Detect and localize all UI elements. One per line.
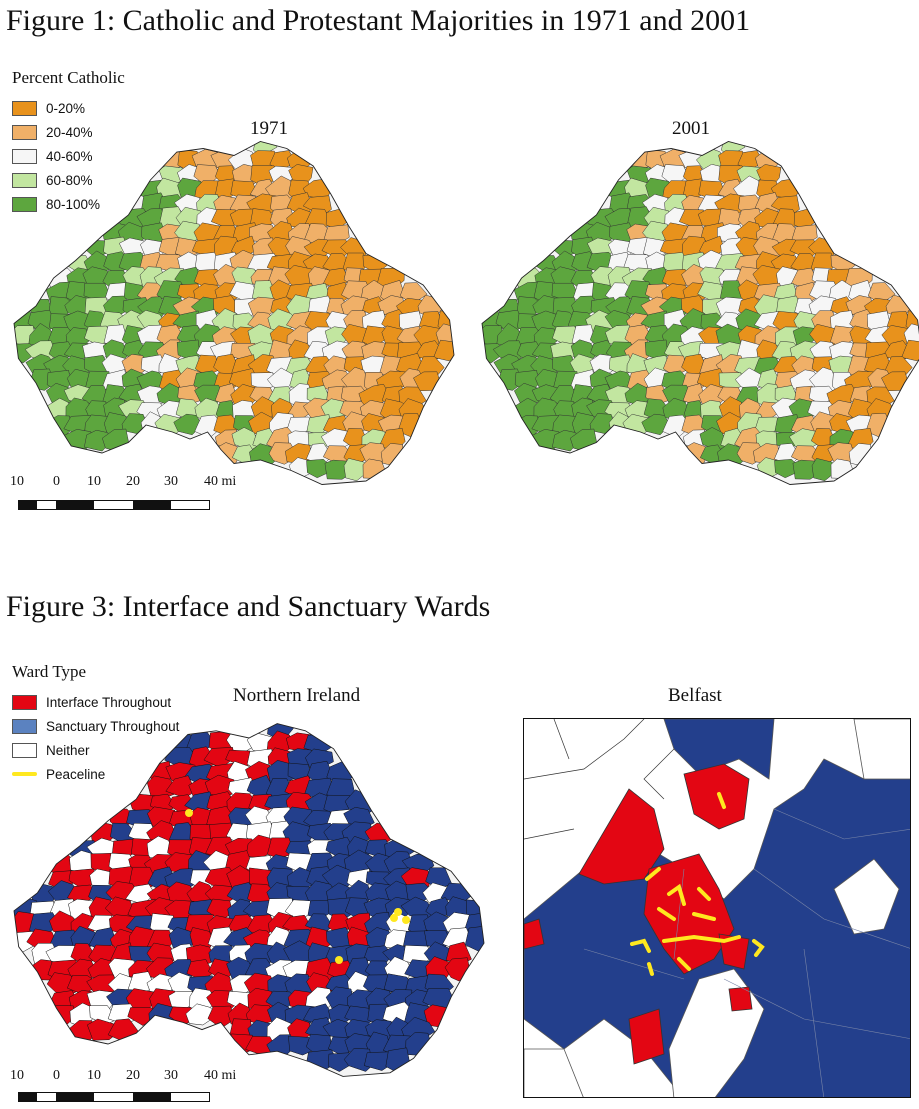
legend-line-swatch — [12, 772, 37, 776]
ward — [194, 414, 224, 439]
interface-region — [524, 918, 545, 950]
interface-region — [728, 986, 753, 1012]
legend-label: Peaceline — [46, 766, 106, 782]
map-1971 — [13, 141, 455, 485]
legend-label: 0-20% — [46, 100, 86, 116]
scale-tick: 30 — [164, 1068, 178, 1083]
peaceline-mark — [402, 916, 410, 924]
ward — [901, 339, 919, 362]
legend-item-peaceline: Peaceline — [12, 762, 179, 786]
scale-tick: 0 — [53, 474, 60, 489]
figure3-legend: Ward Type Interface Throughout Sanctuary… — [12, 662, 179, 786]
legend-label: Neither — [46, 742, 90, 758]
map-label-northern-ireland: Northern Ireland — [233, 685, 361, 706]
figure3-title: Figure 3: Interface and Sanctuary Wards — [6, 590, 491, 623]
interface-region — [578, 788, 665, 885]
coast-outline — [13, 141, 455, 485]
coast-outline — [481, 141, 919, 485]
ward-polygons — [14, 723, 484, 1073]
scale-tick: 40 mi — [204, 474, 237, 489]
ward-boundaries — [583, 808, 910, 1097]
scale-tick: 20 — [126, 1068, 140, 1083]
scale-tick: 40 mi — [204, 1068, 237, 1083]
legend-label: 40-60% — [46, 148, 93, 164]
peaceline-mark — [335, 956, 343, 964]
legend-item-20-40: 20-40% — [12, 120, 125, 144]
map-label-2001: 2001 — [672, 118, 710, 139]
interface-region — [683, 763, 750, 830]
legend-swatch — [12, 124, 37, 140]
peaceline-mark — [185, 809, 193, 817]
legend-label: 20-40% — [46, 124, 93, 140]
ward — [641, 413, 671, 436]
scale-tick: 10 — [87, 1068, 101, 1083]
legend-swatch — [12, 718, 37, 734]
scale-bar-fig3 — [18, 1092, 210, 1102]
ward — [343, 458, 368, 482]
legend-label: 60-80% — [46, 172, 93, 188]
legend-title: Ward Type — [12, 662, 87, 681]
peaceline-mark — [390, 914, 398, 922]
legend-item-60-80: 60-80% — [12, 168, 125, 192]
scale-tick: 10 — [10, 1068, 24, 1083]
neither-region — [833, 858, 900, 935]
ward — [552, 429, 579, 452]
legend-item-sanctuary: Sanctuary Throughout — [12, 714, 179, 738]
scale-tick: 10 — [10, 474, 24, 489]
legend-item-80-100: 80-100% — [12, 192, 125, 216]
legend-item-neither: Neither — [12, 738, 179, 762]
map-label-belfast: Belfast — [668, 685, 722, 706]
map-2001 — [481, 141, 919, 485]
neither-region — [853, 719, 910, 780]
legend-swatch — [12, 742, 37, 758]
legend-label: 80-100% — [46, 196, 101, 212]
legend-swatch — [12, 100, 37, 116]
ward — [662, 414, 692, 439]
legend-swatch — [12, 196, 37, 212]
figure1-legend: Percent Catholic 0-20% 20-40% 40-60% 60-… — [12, 68, 125, 216]
legend-item-0-20: 0-20% — [12, 96, 125, 120]
ward-polygons — [482, 141, 919, 482]
figure1-title: Figure 1: Catholic and Protestant Majori… — [6, 4, 751, 37]
belfast-inset-frame — [523, 718, 911, 1098]
legend-swatch — [12, 694, 37, 710]
scale-bar-fig1 — [18, 500, 210, 510]
interface-region — [628, 1008, 665, 1065]
map-belfast — [524, 719, 910, 1097]
neither-region — [524, 1048, 584, 1097]
scale-tick: 0 — [53, 1068, 60, 1083]
legend-item-40-60: 40-60% — [12, 144, 125, 168]
ward-polygons — [14, 141, 454, 482]
ward — [84, 429, 111, 452]
legend-label: Interface Throughout — [46, 694, 172, 710]
peaceline-mark — [394, 908, 402, 916]
map-label-1971: 1971 — [250, 118, 288, 139]
scale-tick: 30 — [164, 474, 178, 489]
map-northern-ireland — [13, 723, 485, 1077]
ward — [811, 458, 836, 482]
ward — [173, 413, 203, 436]
scale-tick: 10 — [87, 474, 101, 489]
legend-swatch — [12, 172, 37, 188]
legend-title: Percent Catholic — [12, 68, 125, 87]
coast-outline — [13, 723, 485, 1077]
peacelines — [630, 792, 765, 976]
ward-boundaries — [524, 719, 675, 840]
scale-tick: 20 — [126, 474, 140, 489]
legend-item-interface: Interface Throughout — [12, 690, 179, 714]
legend-swatch — [12, 148, 37, 164]
interface-region — [643, 853, 735, 975]
legend-label: Sanctuary Throughout — [46, 718, 180, 734]
